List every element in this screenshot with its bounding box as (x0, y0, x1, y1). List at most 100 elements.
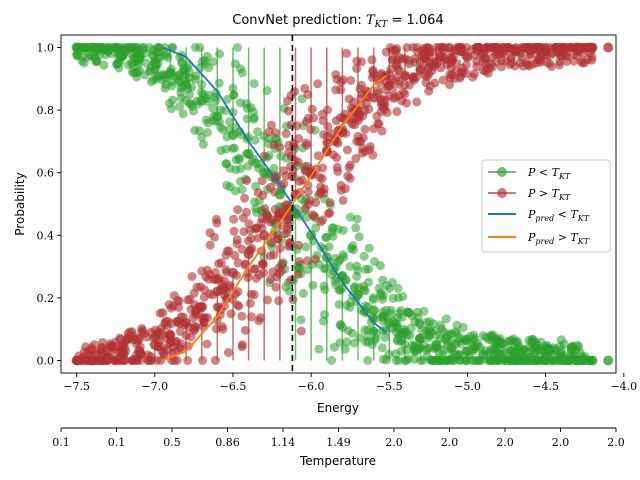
green-cloud-point (364, 277, 373, 287)
red-cloud-point (319, 188, 329, 198)
green-cloud-point (298, 288, 308, 298)
red-cloud-point (242, 207, 251, 217)
red-cloud-point (282, 214, 292, 224)
red-cloud-point (264, 127, 274, 137)
green-cloud-point (249, 79, 259, 89)
green-cloud-point (181, 96, 190, 105)
red-cloud-point (197, 266, 207, 276)
y-axis-label: Probability (13, 172, 27, 235)
legend-entry-orange: Ppred > TKT (488, 231, 590, 246)
red-cloud-point (211, 214, 221, 224)
green-cloud-point (253, 127, 263, 137)
red-series-point (368, 92, 379, 103)
red-series-point (587, 42, 598, 53)
red-cloud-point (313, 79, 323, 89)
green-cloud-point (352, 214, 362, 224)
y-tick-label: 0.2 (37, 292, 55, 305)
x-axis-label: Energy (317, 401, 359, 415)
green-cloud-point (500, 356, 510, 365)
green-cloud-point (394, 293, 403, 303)
green-cloud-point (208, 103, 218, 113)
red-cloud-point (142, 332, 152, 342)
green-cloud-point (441, 314, 451, 324)
green-cloud-point (216, 123, 226, 132)
green-cloud-point (438, 345, 448, 355)
red-cloud-point (274, 296, 284, 306)
red-cloud-point (336, 77, 346, 87)
y-tick-label: 0.6 (37, 167, 55, 180)
red-series (71, 42, 614, 366)
red-cloud-point (240, 193, 250, 203)
x-tick-label: −4.5 (532, 380, 559, 393)
green-series-point (118, 48, 129, 59)
green-cloud-point (225, 117, 235, 127)
red-cloud-point (344, 163, 354, 173)
temperature-axis-label: Temperature (299, 454, 376, 468)
red-cloud-point (158, 308, 168, 318)
green-series-point (571, 355, 582, 366)
red-cloud-point (186, 305, 196, 314)
green-cloud-point (379, 311, 388, 321)
green-cloud-point (345, 261, 355, 271)
green-cloud-point (189, 106, 198, 116)
red-cloud-point (273, 234, 283, 244)
chart-title-math: T (366, 13, 376, 28)
y-axis: 0.0 0.2 0.4 0.6 0.8 1.0 (37, 42, 61, 367)
red-series-point (384, 80, 395, 91)
red-cloud-point (237, 311, 247, 321)
green-cloud-point (228, 143, 238, 153)
red-cloud-point (271, 128, 281, 138)
green-cloud-point (320, 310, 329, 320)
green-cloud-point (208, 57, 218, 67)
y-tick-label: 0.0 (37, 354, 55, 367)
green-cloud-point (378, 275, 388, 285)
green-cloud-point (375, 261, 385, 271)
green-cloud-point (242, 114, 252, 124)
red-cloud-point (308, 210, 318, 220)
x-tick-label: −5.0 (454, 380, 481, 393)
green-cloud-point (327, 356, 337, 365)
red-cloud-point (239, 227, 249, 237)
red-cloud-point (302, 140, 312, 150)
green-series-point (353, 289, 363, 300)
red-cloud-point (316, 217, 326, 227)
red-series-point (149, 339, 160, 350)
red-cloud-point (237, 340, 247, 350)
green-cloud-point (487, 332, 497, 342)
red-cloud-point (271, 282, 281, 292)
red-cloud-point (352, 56, 362, 66)
red-cloud-point (313, 151, 323, 161)
temperature-tick-label: 1.14 (271, 436, 296, 449)
red-cloud-point (118, 342, 127, 352)
green-cloud-point (410, 345, 420, 355)
red-cloud-point (159, 348, 168, 358)
green-cloud-point (234, 155, 244, 165)
green-cloud-point (276, 151, 286, 161)
green-cloud-point (329, 342, 339, 352)
green-cloud-point (354, 232, 364, 242)
red-cloud-point (260, 204, 270, 213)
red-cloud-point (286, 120, 296, 130)
red-series-point (274, 208, 285, 219)
green-cloud-point (556, 335, 566, 345)
temperature-tick-label: 1.49 (326, 436, 351, 449)
green-cloud-point (161, 80, 171, 90)
green-cloud-point (345, 212, 355, 222)
red-series-point (259, 230, 270, 241)
green-cloud-point (198, 140, 208, 149)
red-series-point (102, 352, 113, 363)
x-tick-label: −7.0 (141, 380, 168, 393)
green-cloud-point (178, 109, 188, 119)
red-cloud-point (319, 130, 329, 140)
red-cloud-point (284, 106, 293, 116)
temperature-tick-label: 2.0 (607, 436, 625, 449)
red-cloud-point (209, 232, 219, 242)
green-cloud-point (222, 94, 232, 104)
red-cloud-point (122, 335, 132, 345)
green-cloud-point (133, 43, 143, 52)
green-series (71, 42, 614, 366)
red-cloud-point (218, 324, 228, 334)
green-series-point (384, 317, 395, 328)
red-cloud-point (210, 268, 220, 277)
red-cloud-point (173, 316, 183, 326)
